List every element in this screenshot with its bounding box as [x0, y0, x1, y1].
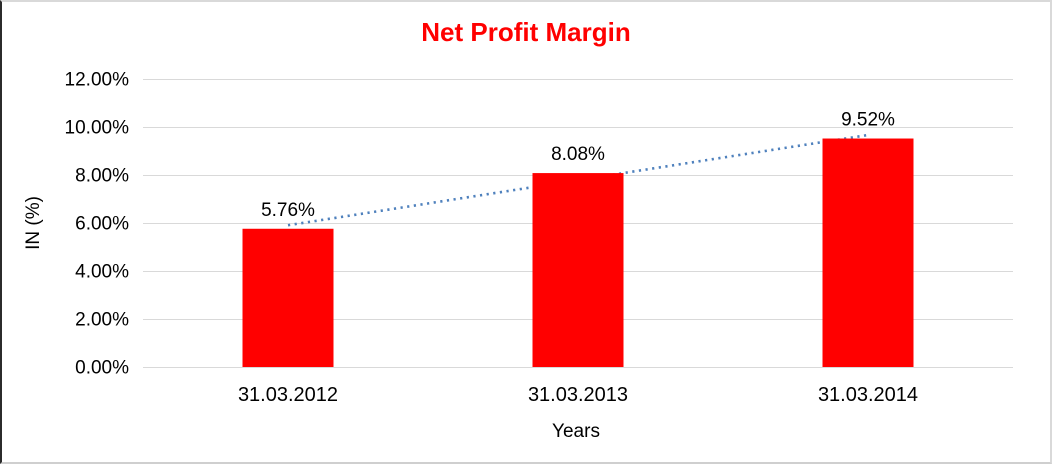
y-tick-label: 4.00% — [75, 262, 129, 283]
x-axis-title: Years — [552, 421, 600, 442]
chart-title: Net Profit Margin — [421, 17, 631, 47]
y-tick-label: 6.00% — [75, 214, 129, 235]
bar-value-label: 5.76% — [261, 200, 315, 221]
y-tick-label: 12.00% — [65, 70, 130, 91]
bar — [242, 228, 334, 367]
y-tick-label: 0.00% — [75, 358, 129, 379]
y-tick-label: 8.00% — [75, 166, 129, 187]
x-category-label: 31.03.2013 — [528, 384, 628, 406]
bar — [532, 173, 624, 367]
y-tick-label: 2.00% — [75, 310, 129, 331]
bar-value-label: 8.08% — [551, 144, 605, 165]
y-tick-label: 10.00% — [65, 118, 130, 139]
bar — [822, 138, 914, 367]
trendline — [287, 133, 869, 227]
bar-value-label: 9.52% — [841, 110, 895, 131]
x-category-label: 31.03.2014 — [818, 384, 918, 406]
x-category-label: 31.03.2012 — [238, 384, 338, 406]
